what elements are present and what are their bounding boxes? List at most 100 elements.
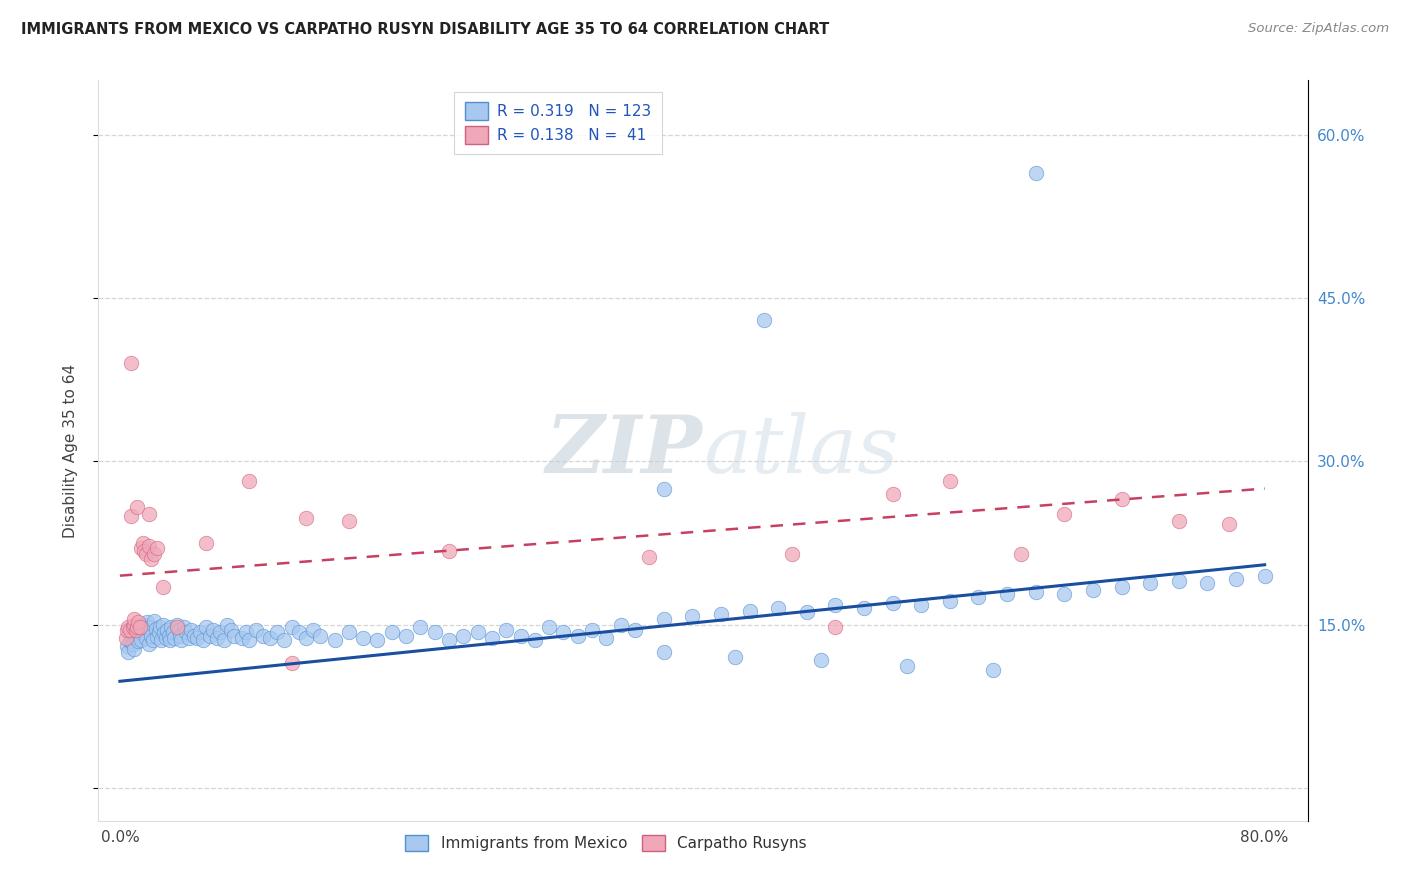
Point [495, 623, 517, 637]
Point [157, 628, 180, 642]
Point [169, 628, 191, 642]
Point [209, 625, 232, 640]
Point [136, 615, 159, 630]
Point [810, 652, 832, 666]
Point [173, 620, 195, 634]
Point [910, 598, 932, 612]
Point [481, 631, 503, 645]
Point [395, 628, 418, 642]
Point [337, 625, 360, 640]
Point [132, 536, 155, 550]
Point [131, 541, 153, 556]
Point [194, 620, 217, 634]
Point [115, 623, 138, 637]
Point [309, 628, 332, 642]
Point [145, 622, 167, 636]
Point [135, 547, 157, 561]
Point [824, 620, 846, 634]
Point [523, 632, 546, 647]
Point [409, 620, 432, 634]
Point [766, 601, 789, 615]
Point [120, 628, 142, 642]
Point [131, 632, 153, 647]
Text: Source: ZipAtlas.com: Source: ZipAtlas.com [1249, 22, 1389, 36]
Point [166, 620, 188, 634]
Point [135, 631, 157, 645]
Point [134, 625, 156, 640]
Point [538, 620, 561, 634]
Point [141, 552, 163, 566]
Point [366, 632, 388, 647]
Point [437, 632, 460, 647]
Point [115, 640, 138, 654]
Point [146, 630, 169, 644]
Point [155, 631, 177, 645]
Point [681, 609, 703, 624]
Point [166, 617, 188, 632]
Point [138, 539, 160, 553]
Point [273, 632, 295, 647]
Point [120, 508, 142, 523]
Point [138, 623, 160, 637]
Point [423, 625, 446, 640]
Point [180, 623, 202, 637]
Point [1167, 514, 1189, 528]
Point [238, 632, 260, 647]
Point [1010, 547, 1032, 561]
Point [205, 631, 228, 645]
Point [782, 547, 804, 561]
Point [624, 623, 647, 637]
Point [162, 625, 184, 640]
Point [156, 623, 179, 637]
Point [224, 628, 246, 642]
Point [266, 625, 288, 640]
Point [217, 617, 239, 632]
Point [134, 543, 156, 558]
Point [117, 620, 139, 634]
Point [238, 474, 260, 488]
Point [214, 632, 236, 647]
Point [121, 637, 143, 651]
Point [170, 632, 193, 647]
Point [1111, 580, 1133, 594]
Point [114, 631, 136, 645]
Point [201, 623, 224, 637]
Point [177, 631, 200, 645]
Point [188, 625, 211, 640]
Y-axis label: Disability Age 35 to 64: Disability Age 35 to 64 [63, 363, 77, 538]
Point [127, 615, 149, 630]
Point [302, 623, 325, 637]
Point [127, 634, 149, 648]
Point [149, 620, 172, 634]
Point [752, 313, 775, 327]
Point [118, 634, 141, 648]
Point [652, 612, 675, 626]
Point [553, 625, 575, 640]
Point [1218, 517, 1240, 532]
Point [118, 623, 141, 637]
Point [738, 603, 761, 617]
Point [939, 593, 962, 607]
Point [437, 543, 460, 558]
Point [259, 631, 281, 645]
Point [198, 628, 221, 642]
Point [852, 601, 875, 615]
Point [231, 631, 253, 645]
Point [1025, 166, 1047, 180]
Point [153, 626, 176, 640]
Point [148, 625, 170, 640]
Point [1081, 582, 1104, 597]
Point [159, 632, 181, 647]
Point [1025, 585, 1047, 599]
Point [122, 612, 145, 626]
Point [139, 620, 162, 634]
Point [567, 628, 589, 642]
Point [1111, 492, 1133, 507]
Point [122, 641, 145, 656]
Point [287, 625, 309, 640]
Point [125, 620, 148, 634]
Point [323, 632, 346, 647]
Text: ZIP: ZIP [546, 412, 703, 489]
Point [638, 550, 661, 565]
Point [191, 632, 214, 647]
